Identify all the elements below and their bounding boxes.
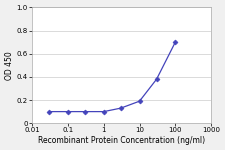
Y-axis label: OD 450: OD 450 bbox=[5, 51, 14, 80]
X-axis label: Recombinant Protein Concentration (ng/ml): Recombinant Protein Concentration (ng/ml… bbox=[38, 136, 205, 145]
